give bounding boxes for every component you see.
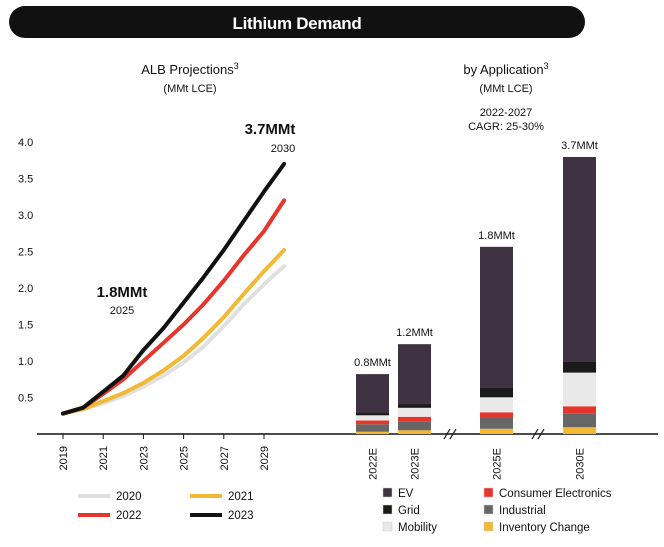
- y-tick-label: 3.0: [18, 210, 33, 222]
- series-line-2022: [61, 198, 287, 416]
- legend-swatch-grid: [382, 504, 393, 515]
- bar-segment-2023E-consumer-electronics: [398, 416, 431, 422]
- legend-label-2020: 2020: [116, 491, 142, 503]
- bar-total-label: 1.8MMt: [478, 230, 515, 242]
- legend-label-2021: 2021: [228, 491, 254, 503]
- series-line-2023: [61, 161, 287, 416]
- legend-swatch-inventory-change: [483, 521, 494, 532]
- x-tick-label: 2021: [98, 446, 110, 470]
- bar-segment-2025E-grid: [480, 387, 513, 398]
- bar-segment-2023E-inventory-change: [398, 430, 431, 434]
- axis-break-1: [443, 428, 457, 440]
- bar-category-label: 2022E: [368, 448, 380, 480]
- bar-segment-2030E-mobility: [563, 372, 596, 407]
- legend-label-ev: EV: [398, 488, 414, 500]
- legend-label-inventory-change: Inventory Change: [499, 522, 590, 534]
- cagr-value: CAGR: 25-30%: [468, 121, 544, 133]
- legend-label-2022: 2022: [116, 510, 142, 522]
- banner-title: Lithium Demand: [233, 14, 362, 33]
- right-chart-subtitle: (MMt LCE): [479, 83, 532, 95]
- x-tick-label: 2023: [138, 446, 150, 470]
- bar-segment-2030E-industrial: [563, 413, 596, 428]
- bar-segment-2023E-grid: [398, 404, 431, 408]
- bar-segment-2022E-grid: [356, 413, 389, 416]
- y-tick-label: 1.0: [18, 356, 33, 368]
- legend-label-grid: Grid: [398, 505, 420, 517]
- title-banner: [9, 6, 585, 38]
- cagr-period: 2022-2027: [480, 107, 533, 119]
- left-chart-title: ALB Projections3: [141, 61, 239, 77]
- legend-swatch-consumer-electronics: [483, 487, 494, 498]
- legend-label-2023: 2023: [228, 510, 254, 522]
- bar-legend: EV Grid Mobility Consumer Electronics Indust…: [382, 487, 612, 534]
- bar-segment-2025E-mobility: [480, 397, 513, 413]
- legend-label-industrial: Industrial: [499, 505, 546, 517]
- bar-segment-2030E-ev: [563, 157, 596, 362]
- left-chart-subtitle: (MMt LCE): [163, 83, 216, 95]
- annotation-2025-value: 1.8MMt: [97, 284, 148, 301]
- line-legend: 2020 2021 2022 2023: [78, 491, 254, 522]
- bar-total-label: 1.2MMt: [396, 327, 433, 339]
- x-tick-label: 2019: [58, 446, 70, 470]
- bar-category-label: 2025E: [492, 448, 504, 480]
- bar-segment-2022E-consumer-electronics: [356, 420, 389, 425]
- bar-segment-2022E-mobility: [356, 415, 389, 421]
- bar-segment-2022E-industrial: [356, 424, 389, 432]
- bar-segment-2025E-ev: [480, 246, 513, 388]
- axis-break-2: [531, 428, 545, 440]
- x-tick-label: 2029: [259, 446, 271, 470]
- x-tick-label: 2027: [219, 446, 231, 470]
- y-tick-label: 2.5: [18, 247, 33, 259]
- line-chart: 0.5 1.0 1.5 2.0 2.5 3.0 3.5 4.0 2019 2021 2023 2025…: [18, 137, 287, 470]
- legend-label-mobility: Mobility: [398, 522, 437, 534]
- legend-swatch-industrial: [483, 504, 494, 515]
- bar-total-label: 3.7MMt: [561, 140, 598, 152]
- x-tick-label: 2025: [179, 446, 191, 470]
- annotation-2030-year: 2030: [271, 143, 295, 155]
- bar-segment-2022E-ev: [356, 374, 389, 414]
- right-chart-title: by Application3: [463, 61, 548, 77]
- annotation-2030-value: 3.7MMt: [245, 121, 296, 138]
- annotation-2025-year: 2025: [110, 305, 134, 317]
- y-tick-label: 1.5: [18, 320, 33, 332]
- bar-category-label: 2023E: [410, 448, 422, 480]
- bar-segment-2023E-ev: [398, 344, 431, 405]
- bar-segment-2030E-inventory-change: [563, 427, 596, 434]
- bar-segment-2022E-inventory-change: [356, 431, 389, 434]
- bar-segment-2030E-consumer-electronics: [563, 406, 596, 414]
- legend-swatch-ev: [382, 487, 393, 498]
- bar-segment-2025E-inventory-change: [480, 428, 513, 434]
- bar-segment-2023E-mobility: [398, 407, 431, 417]
- y-tick-label: 4.0: [18, 137, 33, 149]
- bar-segment-2023E-industrial: [398, 421, 431, 431]
- y-tick-label: 3.5: [18, 174, 33, 186]
- bar-segment-2025E-consumer-electronics: [480, 412, 513, 418]
- series-line-2021: [61, 248, 287, 416]
- bar-segment-2025E-industrial: [480, 417, 513, 429]
- bar-segment-2030E-grid: [563, 361, 596, 373]
- bar-total-label: 0.8MMt: [354, 357, 391, 369]
- bar-category-label: 2030E: [575, 448, 587, 480]
- y-tick-label: 0.5: [18, 393, 33, 405]
- y-tick-label: 2.0: [18, 283, 33, 295]
- legend-label-consumer-electronics: Consumer Electronics: [499, 488, 612, 500]
- legend-swatch-mobility: [382, 521, 393, 532]
- bar-chart: 0.8MMt 2022E 1.2MMt 2023E 1.8MMt 2025E 3.7MMt 2…: [354, 140, 598, 480]
